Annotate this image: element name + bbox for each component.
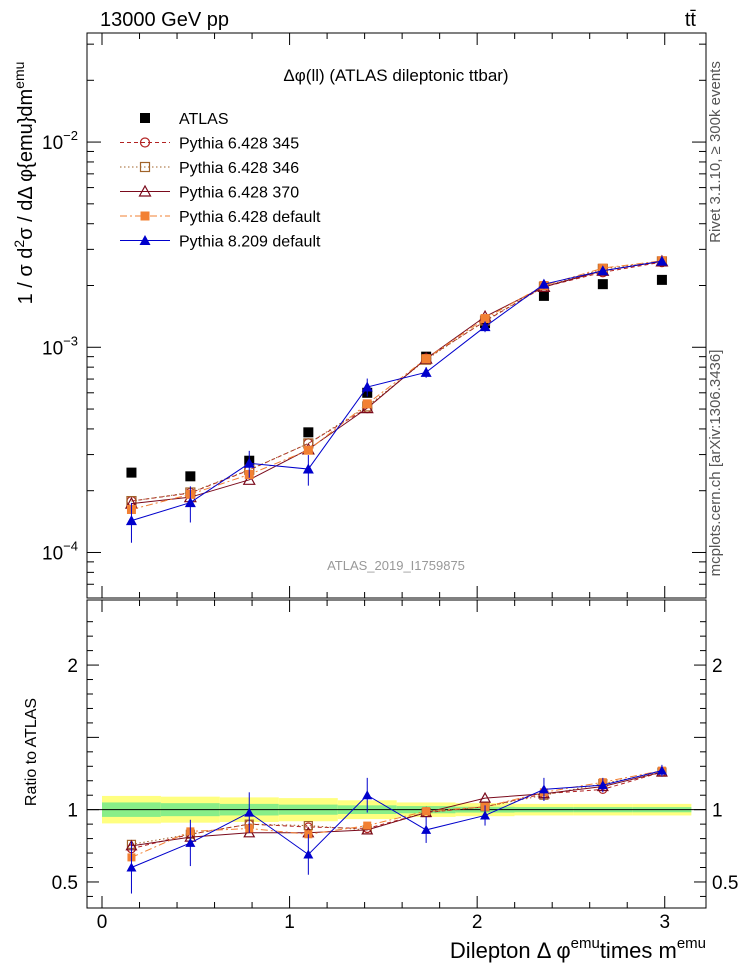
x-tick-label: 3 — [659, 912, 670, 933]
ratio-point-pythia-8-209-default — [362, 790, 373, 800]
main-y-axis-label: 1 / σ d2σ / dΔ φ{emu}dmemu — [11, 62, 37, 305]
main-panel: 10−4 10−3 10−2 — [42, 32, 707, 908]
legend-label-pythia-6-428-345: Pythia 6.428 345 — [179, 136, 299, 153]
series-line-pythia-8-209-default — [131, 260, 663, 522]
point-atlas — [126, 467, 137, 478]
point-pythia-8-209-default — [243, 457, 255, 468]
point-pythia-8-209-default — [302, 463, 314, 474]
point-pythia-6-428-default — [421, 354, 431, 364]
legend-label-pythia-8-209-default: Pythia 8.209 default — [179, 234, 321, 251]
legend-label-pythia-6-428-370: Pythia 6.428 370 — [179, 185, 299, 202]
ratio-frame — [86, 599, 707, 909]
ratio-point-pythia-6-428-346 — [303, 820, 313, 831]
series-line-pythia-6-428-346 — [131, 260, 662, 502]
series-line-pythia-6-428-default — [131, 260, 662, 510]
ratio-y-tick-label-right: 1 — [712, 801, 723, 822]
x-tick-label: 1 — [284, 912, 295, 933]
ratio-point-pythia-8-209-default — [303, 849, 314, 859]
y-tick-label: 10−2 — [42, 128, 78, 154]
legend-marker-pythia-6-428-346 — [139, 161, 151, 173]
legend-marker-pythia-6-428-370 — [138, 184, 152, 197]
ratio-point-pythia-8-209-default — [538, 784, 549, 794]
energy-label: 13000 GeV pp — [100, 9, 229, 31]
point-pythia-6-428-default — [480, 314, 490, 324]
ratio-point-pythia-8-209-default — [244, 807, 255, 817]
point-pythia-6-428-370 — [242, 473, 256, 485]
ratio-point-pythia-8-209-default — [185, 837, 196, 847]
legend-marker-pythia-6-428-345 — [139, 137, 151, 148]
ratio-point-pythia-8-209-default — [421, 824, 432, 834]
point-pythia-8-209-default — [656, 255, 668, 266]
x-tick-label: 2 — [472, 912, 483, 933]
ratio-y-tick-label: 1 — [67, 801, 78, 822]
point-pythia-8-209-default — [597, 265, 609, 276]
ratio-point-pythia-6-428-370 — [479, 791, 492, 803]
ratio-point-pythia-8-209-default — [480, 810, 491, 820]
legend-marker-pythia-8-209-default — [139, 235, 151, 245]
series-line-pythia-6-428-370 — [131, 260, 662, 505]
mcplots-source-label: mcplots.cern.ch [arXiv:1306.3436] — [707, 350, 724, 577]
ratio-point-pythia-8-209-default — [126, 862, 137, 872]
y-tick-label: 10−4 — [42, 538, 78, 564]
point-pythia-8-209-default — [420, 366, 432, 377]
point-atlas — [303, 427, 314, 438]
x-axis-label: Dilepton Δ φemutimes memu — [450, 935, 706, 963]
point-pythia-6-428-default — [362, 399, 372, 409]
point-pythia-8-209-default — [184, 497, 196, 508]
point-atlas — [185, 471, 196, 482]
ratio-point-pythia-8-209-default — [656, 765, 667, 775]
legend: ATLAS Pythia 6.428 345 Pythia 6.428 346 Pyt… — [120, 111, 321, 251]
legend-marker-atlas — [140, 113, 150, 123]
y-tick-label: 10−3 — [42, 333, 78, 359]
ratio-line-pythia-6-428-370 — [131, 771, 663, 847]
series-line-pythia-6-428-345 — [131, 261, 663, 502]
ratio-point-pythia-8-209-default — [597, 780, 608, 790]
point-pythia-8-209-default — [361, 381, 373, 392]
point-atlas — [597, 279, 608, 290]
x-tick-label: 0 — [97, 912, 108, 933]
analysis-watermark: ATLAS_2019_I1759875 — [327, 558, 465, 573]
plot-title: Δφ(ll) (ATLAS dileptonic ttbar) — [283, 66, 508, 85]
ratio-panel: 0 1 2 3 0.5 0.5 1 1 2 2 — [52, 599, 738, 933]
main-frame — [86, 32, 707, 599]
ratio-y-tick-label: 0.5 — [52, 873, 78, 894]
point-pythia-8-209-default — [538, 278, 550, 289]
legend-marker-pythia-6-428-default — [140, 211, 150, 221]
rivet-version-label: Rivet 3.1.10, ≥ 300k events — [707, 61, 724, 243]
legend-label-atlas: ATLAS — [179, 111, 229, 128]
legend-label-pythia-6-428-346: Pythia 6.428 346 — [179, 160, 299, 177]
point-atlas — [538, 290, 549, 301]
ratio-line-pythia-6-428-345 — [131, 771, 663, 850]
legend-label-pythia-6-428-default: Pythia 6.428 default — [179, 209, 321, 226]
point-pythia-6-428-default — [303, 445, 313, 455]
point-pythia-8-209-default — [125, 515, 137, 526]
ratio-y-tick-label-right: 2 — [712, 656, 723, 677]
ratio-line-pythia-8-209-default — [131, 770, 663, 868]
ratio-y-tick-label-right: 0.5 — [712, 873, 738, 894]
ratio-point-pythia-6-428-default — [422, 807, 431, 816]
point-pythia-8-209-default — [479, 321, 491, 332]
process-label: tt̄ — [685, 9, 697, 31]
ratio-y-tick-label: 2 — [67, 656, 78, 677]
ratio-y-axis-label: Ratio to ATLAS — [23, 698, 40, 806]
point-atlas — [656, 274, 667, 285]
ratio-point-pythia-6-428-default — [363, 821, 372, 830]
